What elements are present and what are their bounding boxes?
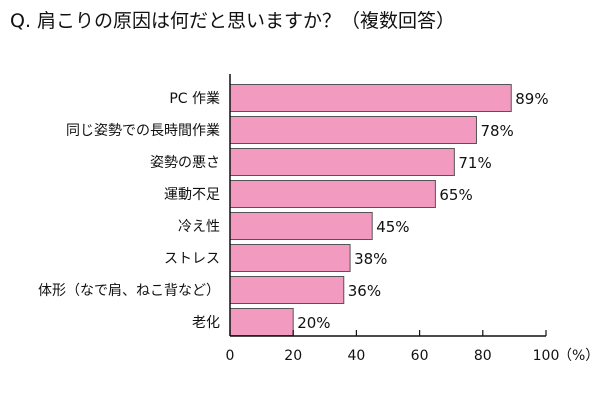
category-label-2: 同じ姿勢での長時間作業: [66, 123, 220, 139]
x-tick-label-6: 100: [533, 348, 560, 364]
value-label-3: 71%: [458, 154, 491, 172]
axes-group: 0 20 40 60 80 100（%）: [226, 74, 599, 364]
chart-title: Q. 肩こりの原因は何だと思いますか？（複数回答）: [10, 10, 456, 32]
x-tick-label-2: 20: [284, 348, 302, 364]
bar-8: [229, 308, 294, 336]
x-tick-label-3: 40: [347, 348, 365, 364]
category-label-4: 運動不足: [164, 187, 220, 203]
category-label-5: 冷え性: [178, 219, 220, 235]
value-label-8: 20%: [297, 314, 330, 332]
x-unit-label: （%）: [558, 348, 599, 364]
category-label-6: ストレス: [164, 251, 220, 267]
value-label-5: 45%: [376, 218, 409, 236]
bar-4: [229, 180, 436, 208]
x-tick-label-5: 80: [474, 348, 492, 364]
category-label-8: 老化: [192, 315, 220, 331]
bar-5: [229, 212, 373, 240]
bars-group: PC 作業 89% 同じ姿勢での長時間作業 78% 姿勢の悪さ 71% 運動不足 65% 冷え性…: [38, 84, 549, 336]
category-label-1: PC 作業: [169, 91, 220, 107]
x-tick-label-1: 0: [226, 348, 235, 364]
bar-1: [229, 84, 512, 112]
value-label-4: 65%: [439, 186, 472, 204]
bar-3: [229, 148, 455, 176]
x-tick-label-4: 60: [411, 348, 429, 364]
bar-7: [229, 276, 345, 304]
category-label-3: 姿勢の悪さ: [150, 155, 220, 171]
value-label-2: 78%: [480, 122, 513, 140]
value-label-6: 38%: [354, 250, 387, 268]
bar-2: [229, 116, 477, 144]
value-label-1: 89%: [515, 90, 548, 108]
category-label-7: 体形（なで肩、ねこ背など）: [38, 283, 220, 299]
value-label-7: 36%: [348, 282, 381, 300]
bar-6: [229, 244, 351, 272]
